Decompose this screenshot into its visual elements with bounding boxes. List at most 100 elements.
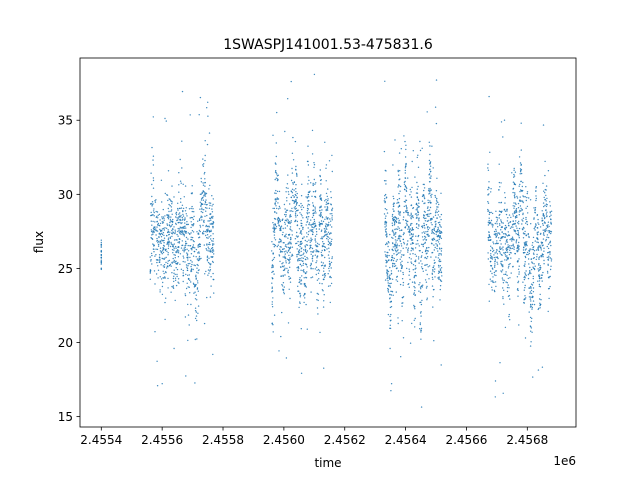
data-point (396, 280, 399, 282)
data-point (329, 276, 331, 278)
data-point (301, 257, 303, 259)
data-point (406, 220, 408, 222)
data-point (491, 286, 493, 288)
data-point (430, 222, 432, 224)
data-point (325, 192, 328, 195)
data-point (518, 241, 520, 244)
data-point (274, 162, 277, 164)
data-point (400, 235, 402, 238)
data-point (276, 245, 278, 248)
data-point (423, 202, 425, 205)
data-point (156, 248, 159, 251)
data-point (423, 231, 425, 233)
data-point (295, 200, 297, 202)
data-point (300, 283, 303, 285)
data-point (427, 209, 429, 212)
data-point (403, 135, 405, 137)
data-point (288, 222, 290, 224)
data-point (151, 195, 153, 198)
data-point (162, 247, 164, 249)
data-point (507, 234, 510, 237)
data-point (429, 165, 432, 167)
data-point (541, 253, 544, 256)
data-point (507, 257, 509, 260)
data-point (505, 259, 508, 261)
data-point (189, 292, 191, 294)
data-point (508, 294, 510, 297)
data-point (170, 243, 172, 245)
data-point (414, 282, 416, 284)
data-point (525, 274, 527, 277)
data-point (506, 282, 508, 284)
data-point (431, 193, 433, 196)
data-point (280, 241, 282, 243)
data-point (435, 210, 437, 212)
data-point (529, 298, 532, 300)
data-point (162, 249, 164, 252)
data-point (276, 207, 278, 210)
data-point (516, 233, 519, 236)
data-point (386, 276, 389, 278)
data-point (420, 303, 423, 306)
data-point (387, 273, 389, 275)
data-point (213, 243, 215, 245)
data-point (159, 276, 161, 278)
data-point (418, 284, 420, 286)
data-point (272, 266, 274, 268)
data-point (155, 199, 157, 201)
data-point (319, 225, 321, 227)
data-point (209, 296, 212, 298)
data-point (543, 190, 545, 192)
data-point (288, 248, 290, 250)
data-point (185, 244, 187, 246)
data-point (289, 277, 292, 279)
data-point (163, 237, 166, 239)
data-point (536, 253, 538, 256)
data-point (437, 250, 439, 252)
data-point (282, 269, 285, 272)
data-point (210, 229, 212, 231)
data-point (543, 259, 545, 262)
data-point (301, 215, 303, 217)
data-point (312, 204, 314, 206)
data-point (508, 253, 511, 256)
data-point (322, 254, 324, 257)
data-point (212, 250, 215, 252)
data-point (187, 244, 189, 247)
data-point (198, 236, 201, 238)
data-point (175, 216, 177, 218)
data-point (489, 151, 491, 153)
data-point (387, 313, 390, 316)
data-point (427, 199, 429, 201)
data-point (512, 181, 515, 183)
data-point (201, 207, 203, 209)
data-point (282, 231, 284, 234)
data-point (429, 206, 432, 209)
data-point (295, 165, 297, 168)
data-point (326, 237, 328, 240)
data-point (500, 219, 502, 221)
data-point (391, 215, 394, 217)
data-point (303, 249, 305, 251)
data-point (530, 289, 533, 292)
data-point (205, 204, 208, 206)
data-point (280, 246, 282, 248)
data-point (291, 253, 293, 256)
data-point (410, 261, 412, 263)
data-point (428, 181, 431, 183)
data-point (307, 145, 309, 147)
data-point (506, 238, 508, 241)
data-point (427, 226, 429, 228)
data-point (523, 244, 526, 246)
data-point (151, 234, 153, 236)
data-point (184, 218, 186, 220)
data-point (273, 314, 276, 316)
data-point (387, 270, 390, 273)
data-point (161, 383, 163, 385)
data-point (516, 197, 519, 199)
data-point (542, 233, 545, 235)
data-point (496, 263, 499, 265)
data-point (401, 320, 403, 322)
data-point (206, 237, 208, 239)
data-point (414, 253, 416, 256)
